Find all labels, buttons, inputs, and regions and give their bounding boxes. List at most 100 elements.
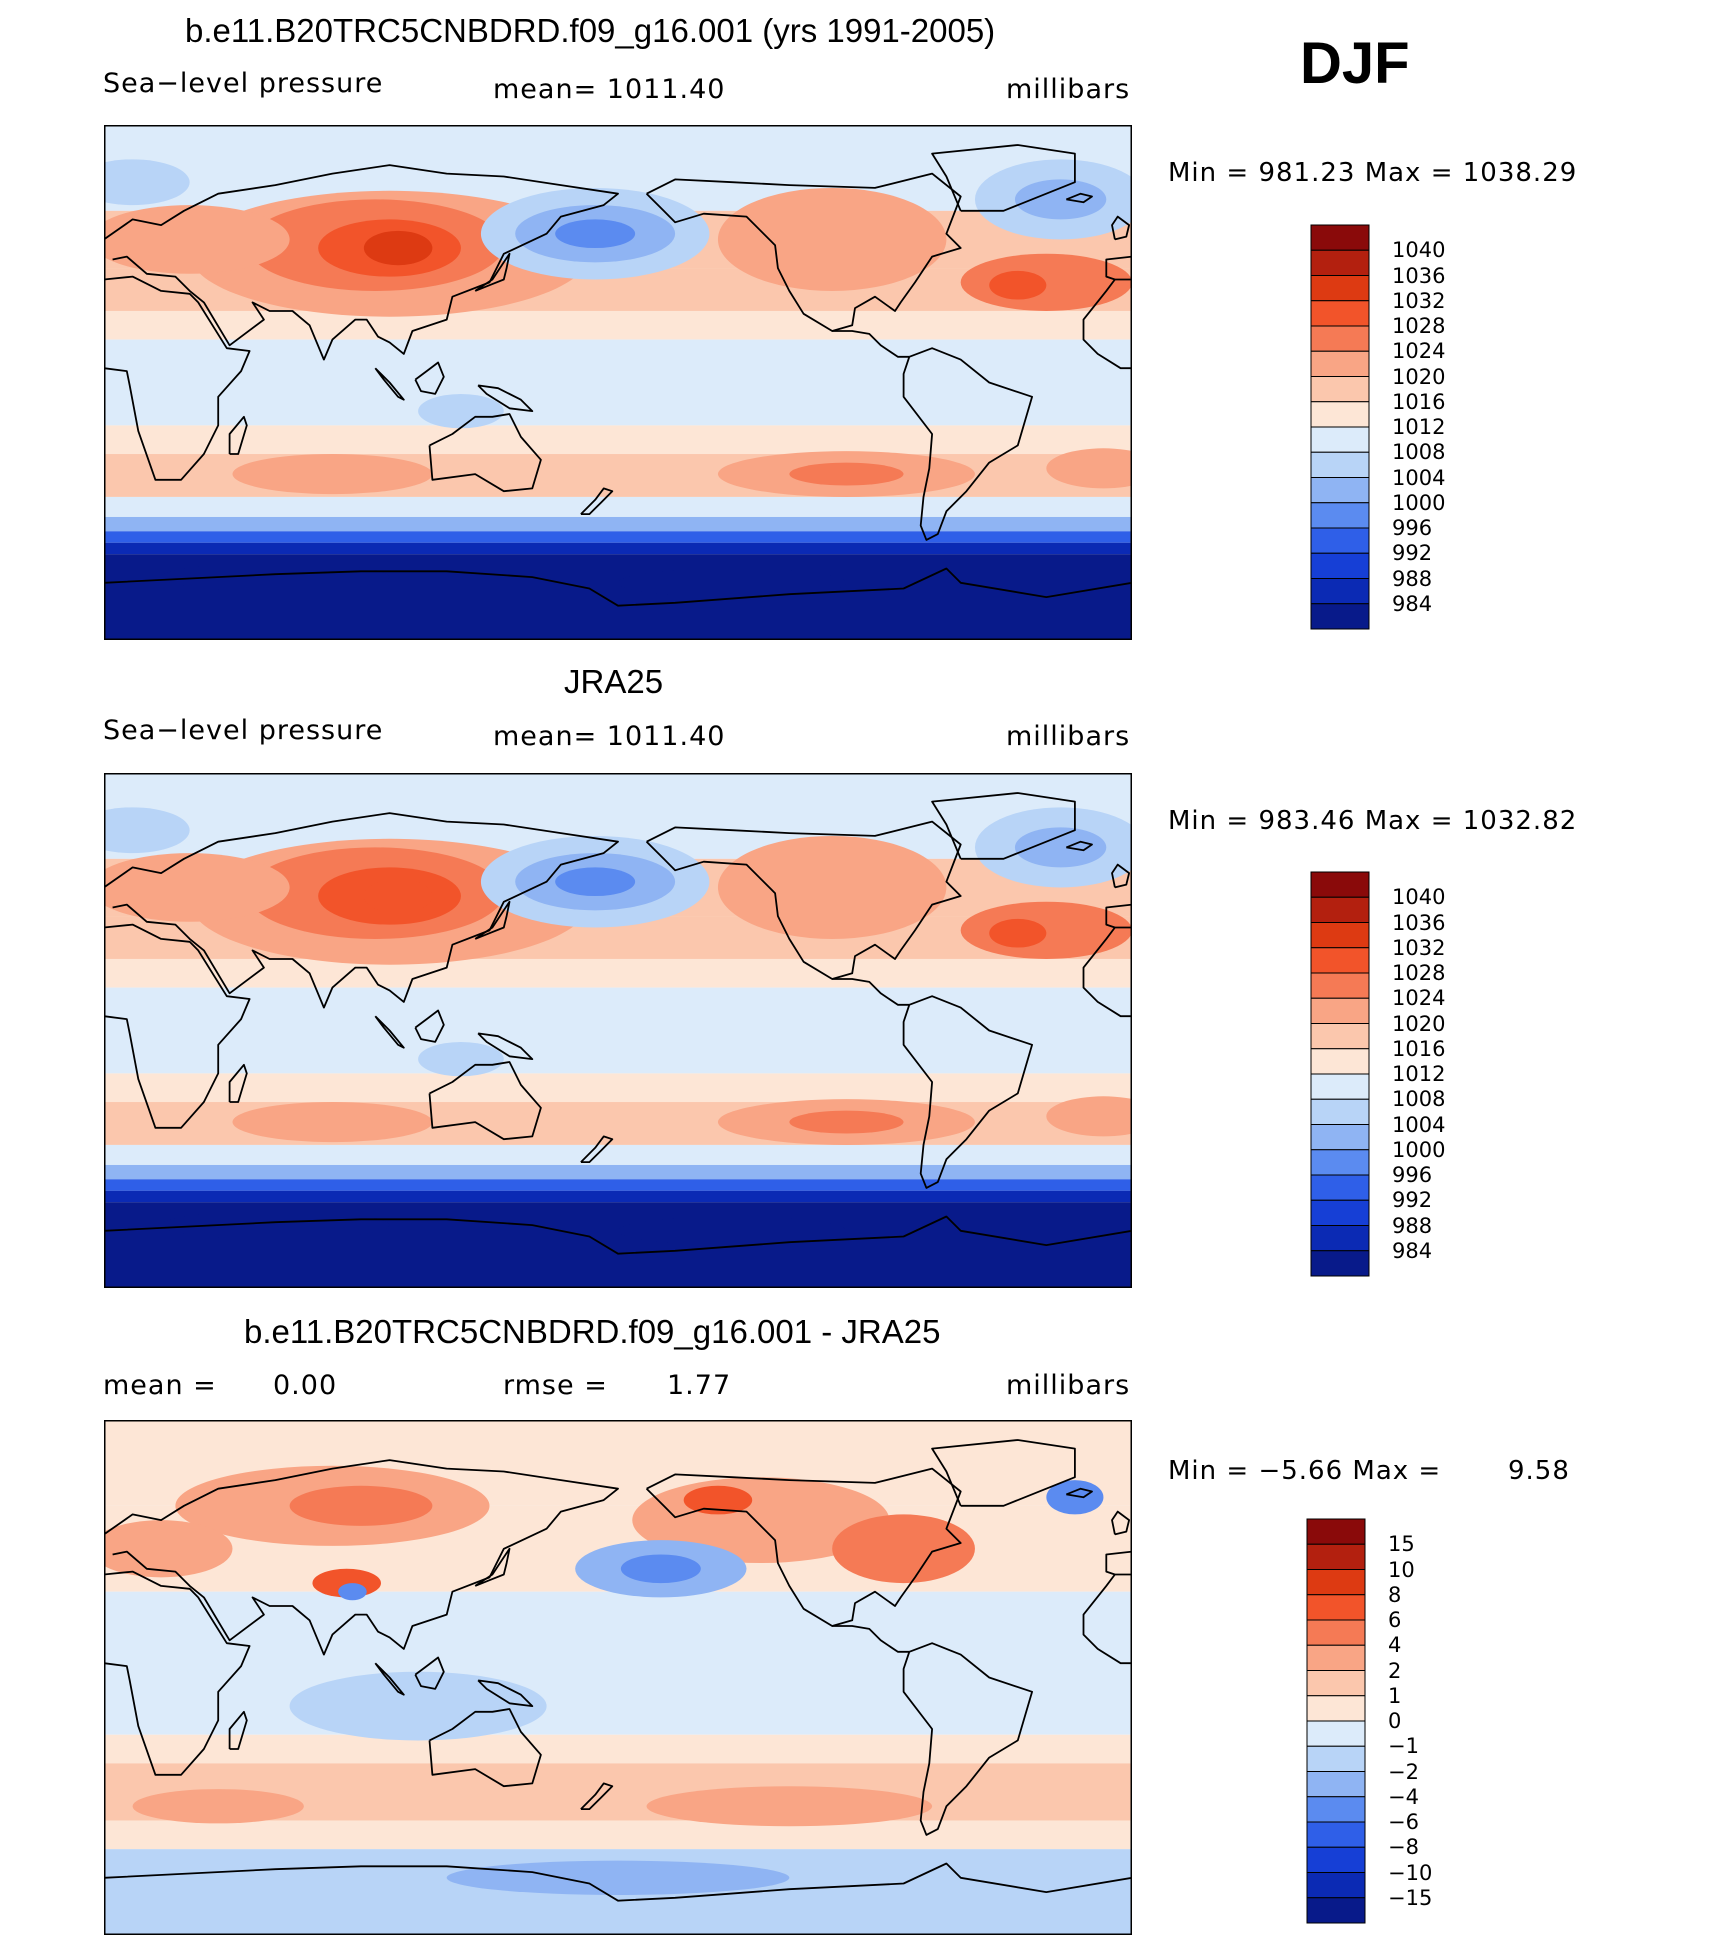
coastline: [228, 415, 248, 455]
contour-blob: [1014, 827, 1107, 868]
colorbar-swatch: [1310, 603, 1370, 630]
panel3-max-value: 9.58: [1508, 1456, 1570, 1486]
coastline: [832, 978, 910, 1006]
coastline: [104, 812, 619, 1009]
coastline: [580, 1782, 614, 1810]
colorbar-tick-label: −4: [1388, 1784, 1419, 1809]
panel1-title: b.e11.B20TRC5CNBDRD.f09_g16.001 (yrs 199…: [185, 12, 996, 49]
coastline: [580, 487, 614, 515]
colorbar-swatch: [1310, 972, 1370, 999]
colorbar-tick-label: 1020: [1392, 1011, 1446, 1036]
coastline: [1082, 278, 1132, 370]
coastline: [474, 1547, 511, 1587]
colorbar-swatch: [1306, 1518, 1366, 1545]
coastline: [374, 1015, 405, 1049]
colorbar-tick-label: −8: [1388, 1835, 1419, 1860]
colorbar-swatch: [1306, 1594, 1366, 1621]
colorbar-absolute-1: [1310, 224, 1370, 630]
coastline: [428, 1708, 542, 1788]
contour-blob: [555, 867, 636, 897]
contour-blob: [232, 454, 433, 495]
coastline: [1065, 840, 1093, 852]
coastline: [832, 1625, 910, 1653]
colorbar-swatch: [1306, 1796, 1366, 1823]
contour-blob: [332, 1001, 561, 1060]
contour-blob: [832, 1514, 975, 1584]
colorbar-swatch: [1310, 426, 1370, 453]
colorbar-tick-label: 984: [1392, 591, 1433, 616]
panel3-mean-value: 0.00: [273, 1370, 338, 1401]
coastline: [1111, 215, 1130, 241]
coastline: [1065, 1487, 1093, 1499]
panel2-units: millibars: [1006, 721, 1131, 752]
panel1-units: millibars: [1006, 74, 1131, 105]
colorbar-tick-label: 984: [1392, 1238, 1433, 1263]
colorbar-tick-label: 988: [1392, 1213, 1433, 1238]
coastline: [1105, 903, 1132, 929]
colorbar-swatch: [1310, 1250, 1370, 1277]
colorbar-tick-label: −1: [1388, 1734, 1419, 1759]
panel1-minmax: Min = 981.23 Max = 1038.29: [1168, 158, 1578, 188]
season-label: DJF: [1300, 31, 1410, 96]
panel1-variable-label: Sea−level pressure: [103, 68, 384, 99]
coastline: [902, 347, 1033, 541]
map-model-slp: [104, 125, 1132, 640]
panel3-units: millibars: [1006, 1370, 1131, 1401]
contour-band: [104, 1591, 1132, 1735]
colorbar-swatch: [1306, 1670, 1366, 1697]
panel3-title: b.e11.B20TRC5CNBDRD.f09_g16.001 - JRA25: [244, 1313, 941, 1350]
coastline: [645, 820, 962, 980]
colorbar-tick-label: 8: [1388, 1582, 1402, 1607]
contour-blob: [338, 1583, 367, 1601]
panel2-title: JRA25: [564, 663, 664, 700]
coastline: [228, 1063, 248, 1103]
coastline: [1105, 1550, 1132, 1576]
coastline: [1105, 255, 1132, 281]
coastline: [428, 413, 542, 493]
colorbar-swatch: [1310, 947, 1370, 974]
coastline: [228, 1710, 248, 1750]
coastline: [931, 144, 1076, 212]
contour-band: [104, 310, 1132, 340]
contour-blob: [132, 1789, 304, 1824]
colorbar-tick-label: 1016: [1392, 1036, 1446, 1061]
contour-blob: [789, 1110, 904, 1134]
colorbar-swatch: [1306, 1543, 1366, 1570]
coastline: [414, 1656, 445, 1690]
map-difference-slp: [104, 1420, 1132, 1935]
contour-blob: [1014, 179, 1107, 220]
contour-blob: [104, 1520, 233, 1578]
colorbar-difference: [1306, 1518, 1366, 1924]
contour-blob: [1046, 448, 1132, 489]
coastline: [104, 1215, 1132, 1255]
coastline: [1111, 863, 1130, 889]
contour-blob: [1046, 1096, 1132, 1137]
colorbar-swatch: [1310, 1023, 1370, 1050]
colorbar-swatch: [1310, 224, 1370, 251]
contour-blob: [717, 187, 947, 291]
colorbar-tick-label: 988: [1392, 566, 1433, 591]
colorbar-tick-label: −15: [1388, 1885, 1433, 1910]
panel2-variable-label: Sea−level pressure: [103, 715, 384, 746]
contour-band: [104, 516, 1132, 532]
colorbar-swatch: [1310, 451, 1370, 478]
contour-band: [104, 542, 1132, 555]
contour-band: [104, 987, 1132, 1074]
colorbar-swatch: [1310, 325, 1370, 352]
panel1-mean-label: mean= 1011.40: [493, 74, 726, 105]
colorbar-tick-label: 1028: [1392, 314, 1446, 338]
map-jra25-slp: [104, 773, 1132, 1288]
contour-band: [104, 1190, 1132, 1203]
contour-blob: [418, 393, 504, 429]
map-frame: [104, 773, 1132, 1288]
colorbar-tick-label: 992: [1392, 541, 1433, 566]
colorbar-swatch: [1310, 1174, 1370, 1201]
contour-band: [104, 425, 1132, 455]
coastline: [474, 252, 511, 292]
contour-blob: [363, 878, 433, 914]
colorbar-swatch: [1306, 1872, 1366, 1899]
colorbar-swatch: [1310, 1073, 1370, 1100]
contour-band: [104, 1820, 1132, 1850]
coastline: [104, 1862, 1132, 1902]
colorbar-tick-label: 2: [1388, 1658, 1402, 1683]
